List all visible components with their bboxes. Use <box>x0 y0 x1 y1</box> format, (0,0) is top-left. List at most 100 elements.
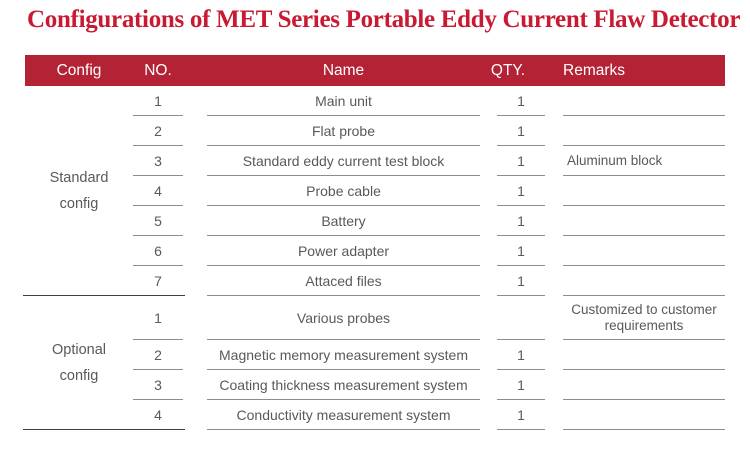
cell-gap <box>545 116 563 146</box>
qty-cell: 1 <box>497 266 545 296</box>
cell-gap <box>480 266 497 296</box>
section-rows: 1 Main unit 1 2 Flat probe 1 3 Standard eddy cu… <box>133 86 725 296</box>
name-cell: Battery <box>207 206 480 236</box>
header-cell-no: NO. <box>144 61 172 79</box>
cell-gap <box>183 296 207 340</box>
remarks-cell <box>563 340 725 370</box>
qty-cell: 1 <box>497 206 545 236</box>
cell-gap <box>183 146 207 176</box>
table-body: Standard config 1 Main unit 1 2 Flat probe 1 3 St… <box>23 86 725 430</box>
no-cell: 6 <box>133 236 183 266</box>
no-cell: 5 <box>133 206 183 236</box>
page-title: Configurations of MET Series Portable Ed… <box>27 6 741 33</box>
cell-gap <box>480 236 497 266</box>
no-cell: 7 <box>133 266 183 296</box>
remarks-cell: Aluminum block <box>563 146 725 176</box>
config-label: Standard config <box>25 86 133 296</box>
cell-gap <box>183 176 207 206</box>
no-cell: 1 <box>133 86 183 116</box>
name-cell: Probe cable <box>207 176 480 206</box>
qty-cell: 1 <box>497 116 545 146</box>
remarks-cell <box>563 86 725 116</box>
cell-gap <box>183 116 207 146</box>
name-cell: Main unit <box>207 86 480 116</box>
header-cell-qty: QTY. <box>490 61 526 79</box>
qty-cell: 1 <box>497 86 545 116</box>
remarks-cell <box>563 266 725 296</box>
qty-cell: 1 <box>497 176 545 206</box>
qty-cell: 1 <box>497 340 545 370</box>
cell-gap <box>183 400 207 430</box>
cell-gap <box>480 146 497 176</box>
cell-gap <box>545 296 563 340</box>
table-section: Standard config 1 Main unit 1 2 Flat probe 1 3 St… <box>23 86 725 296</box>
cell-gap <box>480 296 497 340</box>
table-row: 6 Power adapter 1 <box>133 236 725 266</box>
cell-gap <box>480 370 497 400</box>
name-cell: Power adapter <box>207 236 480 266</box>
qty-cell: 1 <box>497 236 545 266</box>
header-cell-config: Config <box>56 61 102 79</box>
cell-gap <box>545 206 563 236</box>
cell-gap <box>480 176 497 206</box>
name-cell: Magnetic memory measurement system <box>207 340 480 370</box>
table-row: 4 Probe cable 1 <box>133 176 725 206</box>
remarks-cell <box>563 206 725 236</box>
remarks-cell <box>563 400 725 430</box>
header-cell-remarks: Remarks <box>563 61 626 79</box>
no-cell: 3 <box>133 370 183 400</box>
table-header: Config NO. Name QTY. Remarks <box>25 55 725 86</box>
section-rows: 1 Various probes Customized to customer re… <box>133 296 725 430</box>
cell-gap <box>545 400 563 430</box>
qty-cell: 1 <box>497 146 545 176</box>
no-cell: 4 <box>133 176 183 206</box>
cell-gap <box>183 370 207 400</box>
header-cell-name: Name <box>322 61 365 79</box>
cell-gap <box>480 86 497 116</box>
no-cell: 2 <box>133 116 183 146</box>
cell-gap <box>183 266 207 296</box>
cell-gap <box>183 236 207 266</box>
name-cell: Coating thickness measurement system <box>207 370 480 400</box>
no-cell: 1 <box>133 296 183 340</box>
cell-gap <box>183 206 207 236</box>
no-cell: 4 <box>133 400 183 430</box>
table-row: 1 Main unit 1 <box>133 86 725 116</box>
remarks-cell: Customized to customer requirements <box>563 296 725 340</box>
no-cell: 3 <box>133 146 183 176</box>
table-row: 5 Battery 1 <box>133 206 725 236</box>
table-row: 3 Coating thickness measurement system 1 <box>133 370 725 400</box>
table-row: 2 Flat probe 1 <box>133 116 725 146</box>
no-cell: 2 <box>133 340 183 370</box>
remarks-cell <box>563 370 725 400</box>
config-label-line: Optional <box>51 342 106 358</box>
qty-cell <box>497 296 545 340</box>
config-label-line: config <box>59 196 99 212</box>
cell-gap <box>480 206 497 236</box>
qty-cell: 1 <box>497 370 545 400</box>
cell-gap <box>183 86 207 116</box>
table-row: 7 Attaced files 1 <box>133 266 725 296</box>
table-row: 3 Standard eddy current test block 1 Alumin… <box>133 146 725 176</box>
name-cell: Various probes <box>207 296 480 340</box>
config-label-line: Standard <box>49 170 109 186</box>
name-cell: Flat probe <box>207 116 480 146</box>
cell-gap <box>480 340 497 370</box>
name-cell: Attaced files <box>207 266 480 296</box>
cell-gap <box>545 266 563 296</box>
config-label-line: config <box>59 368 99 384</box>
qty-cell: 1 <box>497 400 545 430</box>
cell-gap <box>545 236 563 266</box>
name-cell: Conductivity measurement system <box>207 400 480 430</box>
cell-gap <box>545 340 563 370</box>
config-table: Config NO. Name QTY. Remarks Standard con… <box>23 55 725 430</box>
cell-gap <box>545 146 563 176</box>
cell-gap <box>545 370 563 400</box>
table-section: Optional config 1 Various probes Customized … <box>23 296 725 430</box>
table-row: 2 Magnetic memory measurement system 1 <box>133 340 725 370</box>
name-cell: Standard eddy current test block <box>207 146 480 176</box>
table-row: 4 Conductivity measurement system 1 <box>133 400 725 430</box>
remarks-cell <box>563 176 725 206</box>
config-label: Optional config <box>25 296 133 430</box>
